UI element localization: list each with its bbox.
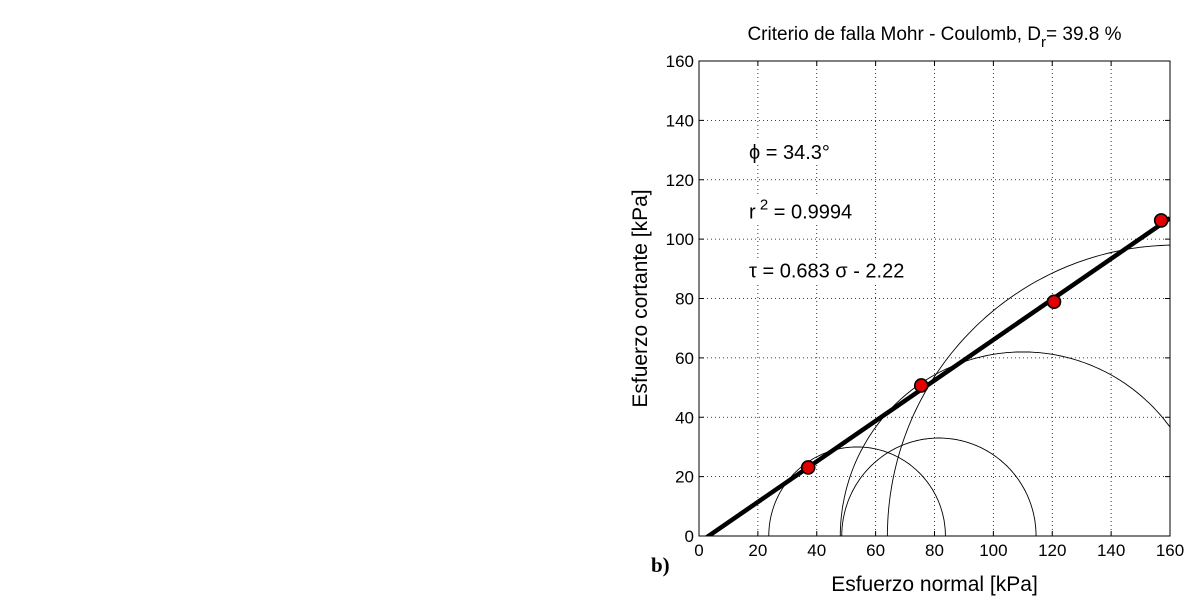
y-tick-label: 60 — [675, 349, 694, 368]
chart-title: Criterio de falla Mohr - Coulomb, Dr= 39… — [747, 24, 1121, 51]
annotation-equation: τ = 0.683 σ - 2.22 — [749, 261, 904, 283]
mohr-circle — [886, 244, 1170, 536]
chart-panel-1: 0 20 40 60 80 100 120 140 160 0 20 40 60 80 100 120 140 1… — [629, 24, 1184, 596]
annotation-background — [746, 140, 833, 165]
x-tick-label: 100 — [979, 541, 1007, 560]
y-tick-label: 100 — [666, 230, 694, 249]
y-tick-label: 20 — [675, 468, 694, 487]
failure-envelope-line — [704, 216, 1170, 536]
x-tick-label: 0 — [694, 541, 703, 560]
annotation-background — [746, 195, 856, 225]
mohr-circle — [839, 351, 1170, 536]
mohr-circles — [768, 244, 1170, 536]
y-tick-label: 160 — [666, 52, 694, 71]
y-tick-label: 140 — [666, 111, 694, 130]
x-tick-label: 160 — [1156, 541, 1184, 560]
x-axis-label: Esfuerzo normal [kPa] — [831, 573, 1038, 596]
y-tick-label: 40 — [675, 408, 694, 427]
data-point — [1046, 294, 1062, 310]
mohr-circle — [841, 437, 1037, 536]
x-tick-label: 80 — [925, 541, 944, 560]
x-tick-label: 120 — [1038, 541, 1066, 560]
data-point — [1153, 213, 1169, 228]
panel-label: b) — [651, 553, 670, 577]
x-tick-label: 20 — [748, 541, 767, 560]
data-point — [800, 460, 816, 475]
y-axis-label: Esfuerzo cortante [kPa] — [629, 189, 652, 407]
x-tick-label: 40 — [807, 541, 826, 560]
x-tick-label: 140 — [1097, 541, 1125, 560]
annotation-r2: r 2 = 0.9994 — [749, 196, 852, 223]
x-tick-label: 60 — [866, 541, 885, 560]
annotation-phi: ϕ = 34.3° — [749, 142, 830, 164]
data-point — [913, 378, 929, 393]
fit-line-group — [704, 216, 1170, 536]
y-tick-label: 0 — [685, 527, 694, 546]
mohr-circle — [768, 446, 946, 536]
y-tick-label: 120 — [666, 171, 694, 190]
annotation-background — [746, 259, 908, 284]
y-tick-label: 80 — [675, 290, 694, 309]
